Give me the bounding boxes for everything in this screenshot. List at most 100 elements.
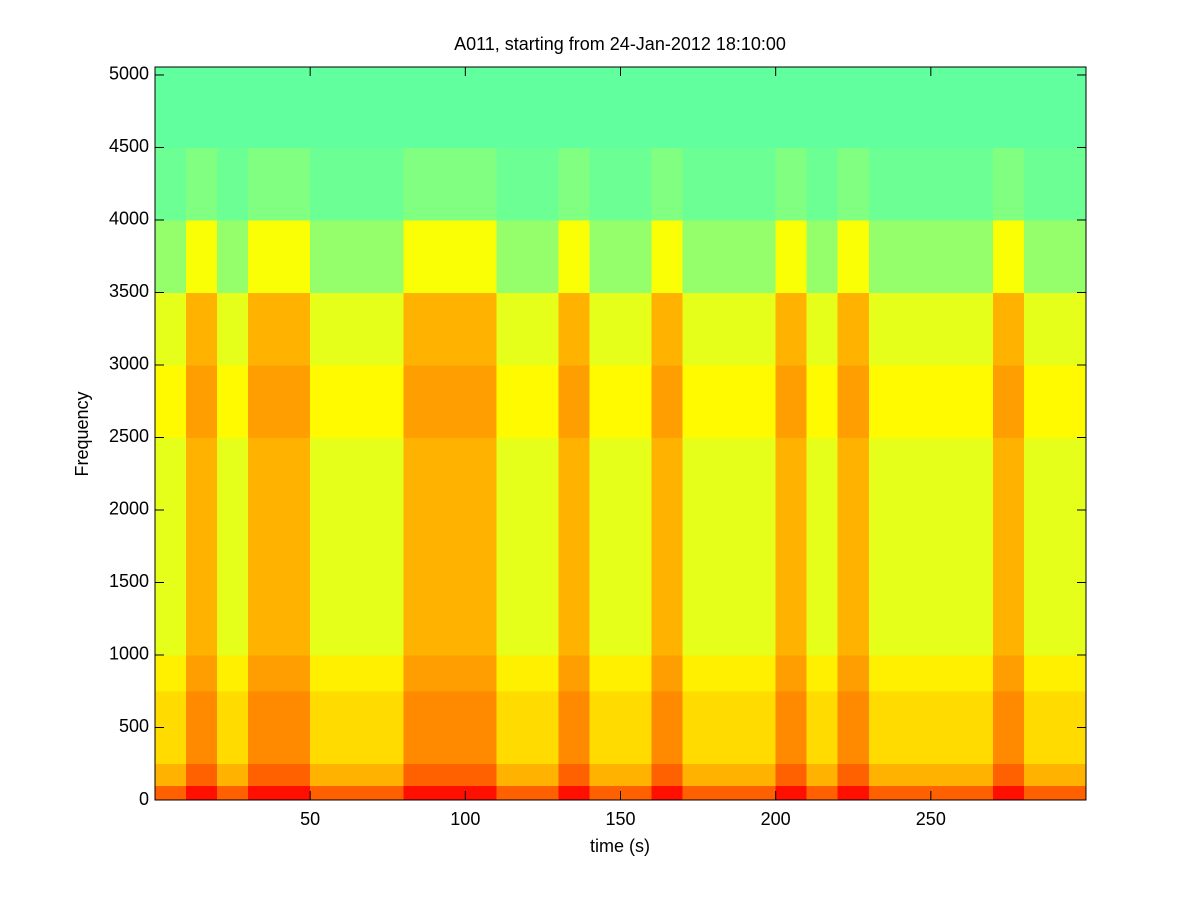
spectrogram-cell xyxy=(186,219,218,293)
spectrogram-cell xyxy=(558,691,590,728)
spectrogram-cell xyxy=(868,74,901,148)
spectrogram-cell xyxy=(651,219,684,293)
spectrogram-cell xyxy=(651,364,684,438)
spectrogram-cell xyxy=(434,292,466,366)
spectrogram-cell xyxy=(186,691,218,728)
spectrogram-cell xyxy=(930,785,963,801)
spectrogram-cell xyxy=(682,763,715,786)
spectrogram-cell xyxy=(589,292,621,366)
spectrogram-cell xyxy=(744,509,777,583)
spectrogram-cell xyxy=(527,219,559,293)
spectrogram-cell xyxy=(527,292,559,366)
spectrogram-cell xyxy=(434,691,466,728)
spectrogram-cell xyxy=(1023,785,1056,801)
spectrogram-cell xyxy=(899,509,932,583)
spectrogram-cell xyxy=(713,654,746,692)
spectrogram-cell xyxy=(496,292,528,366)
spectrogram-cell xyxy=(155,437,187,511)
spectrogram-cell xyxy=(248,654,280,692)
spectrogram-cell xyxy=(434,437,466,511)
spectrogram-cell xyxy=(651,292,684,366)
spectrogram-cell xyxy=(713,67,746,76)
spectrogram-cell xyxy=(558,582,590,656)
spectrogram-cell xyxy=(558,727,590,765)
spectrogram-cell xyxy=(775,147,808,221)
spectrogram-cell xyxy=(434,654,466,692)
spectrogram-cell xyxy=(155,582,187,656)
spectrogram-cell xyxy=(806,785,839,801)
spectrogram-cell xyxy=(465,785,497,801)
spectrogram-cell xyxy=(434,219,466,293)
spectrogram-cell xyxy=(465,147,497,221)
spectrogram-cell xyxy=(930,364,963,438)
spectrogram-cell xyxy=(403,74,435,148)
spectrogram-cell xyxy=(217,147,249,221)
spectrogram-cell xyxy=(434,67,466,76)
x-tick-label: 150 xyxy=(605,809,635,829)
spectrogram-cell xyxy=(372,654,404,692)
spectrogram-cell xyxy=(775,74,808,148)
spectrogram-cell xyxy=(775,219,808,293)
spectrogram-cell xyxy=(341,727,373,765)
spectrogram-cell xyxy=(1023,582,1056,656)
spectrogram-cell xyxy=(961,147,994,221)
spectrogram-cell xyxy=(930,727,963,765)
spectrogram-cell xyxy=(434,763,466,786)
x-tick-label: 100 xyxy=(450,809,480,829)
spectrogram-cell xyxy=(465,691,497,728)
x-tick-label: 250 xyxy=(916,809,946,829)
spectrogram-cell xyxy=(279,147,311,221)
spectrogram-cell xyxy=(372,364,404,438)
chart-title: A011, starting from 24-Jan-2012 18:10:00 xyxy=(454,34,786,54)
spectrogram-cell xyxy=(155,292,187,366)
spectrogram-cell xyxy=(961,654,994,692)
spectrogram-cell xyxy=(372,691,404,728)
spectrogram-cell xyxy=(992,67,1025,76)
spectrogram-cell xyxy=(961,74,994,148)
spectrogram-cell xyxy=(186,582,218,656)
spectrogram-cell xyxy=(899,147,932,221)
spectrogram-cell xyxy=(682,292,715,366)
spectrogram-cell xyxy=(930,67,963,76)
spectrogram-cell xyxy=(341,509,373,583)
spectrogram-cell xyxy=(806,654,839,692)
x-axis-label: time (s) xyxy=(590,836,650,856)
spectrogram-cell xyxy=(248,691,280,728)
spectrogram-cell xyxy=(744,219,777,293)
spectrogram-cell xyxy=(744,727,777,765)
spectrogram-cell xyxy=(186,785,218,801)
y-tick-label: 5000 xyxy=(109,64,149,84)
spectrogram-cell xyxy=(930,509,963,583)
spectrogram-cell xyxy=(372,763,404,786)
spectrogram-cell xyxy=(527,74,559,148)
spectrogram-cell xyxy=(496,219,528,293)
spectrogram-cell xyxy=(155,219,187,293)
spectrogram-cell xyxy=(682,219,715,293)
spectrogram-cell xyxy=(620,292,653,366)
spectrogram-cell xyxy=(465,727,497,765)
spectrogram-cell xyxy=(651,437,684,511)
spectrogram-cell xyxy=(713,785,746,801)
spectrogram-cell xyxy=(961,219,994,293)
spectrogram-cell xyxy=(403,147,435,221)
spectrogram-cell xyxy=(744,147,777,221)
spectrogram-cell xyxy=(310,582,342,656)
spectrogram-cell xyxy=(310,691,342,728)
spectrogram-cell xyxy=(341,654,373,692)
spectrogram-cell xyxy=(620,67,653,76)
spectrogram-cell xyxy=(310,74,342,148)
spectrogram-cell xyxy=(465,74,497,148)
spectrogram-cell xyxy=(527,437,559,511)
spectrogram-cell xyxy=(682,727,715,765)
spectrogram-cell xyxy=(310,67,342,76)
spectrogram-cell xyxy=(527,364,559,438)
spectrogram-cell xyxy=(558,785,590,801)
spectrogram-cell xyxy=(558,509,590,583)
spectrogram-cell xyxy=(806,219,839,293)
spectrogram-cell xyxy=(837,582,870,656)
spectrogram-cell xyxy=(713,147,746,221)
spectrogram-cell xyxy=(186,727,218,765)
spectrogram-cell xyxy=(620,364,653,438)
spectrogram-cell xyxy=(496,364,528,438)
spectrogram-cell xyxy=(279,219,311,293)
